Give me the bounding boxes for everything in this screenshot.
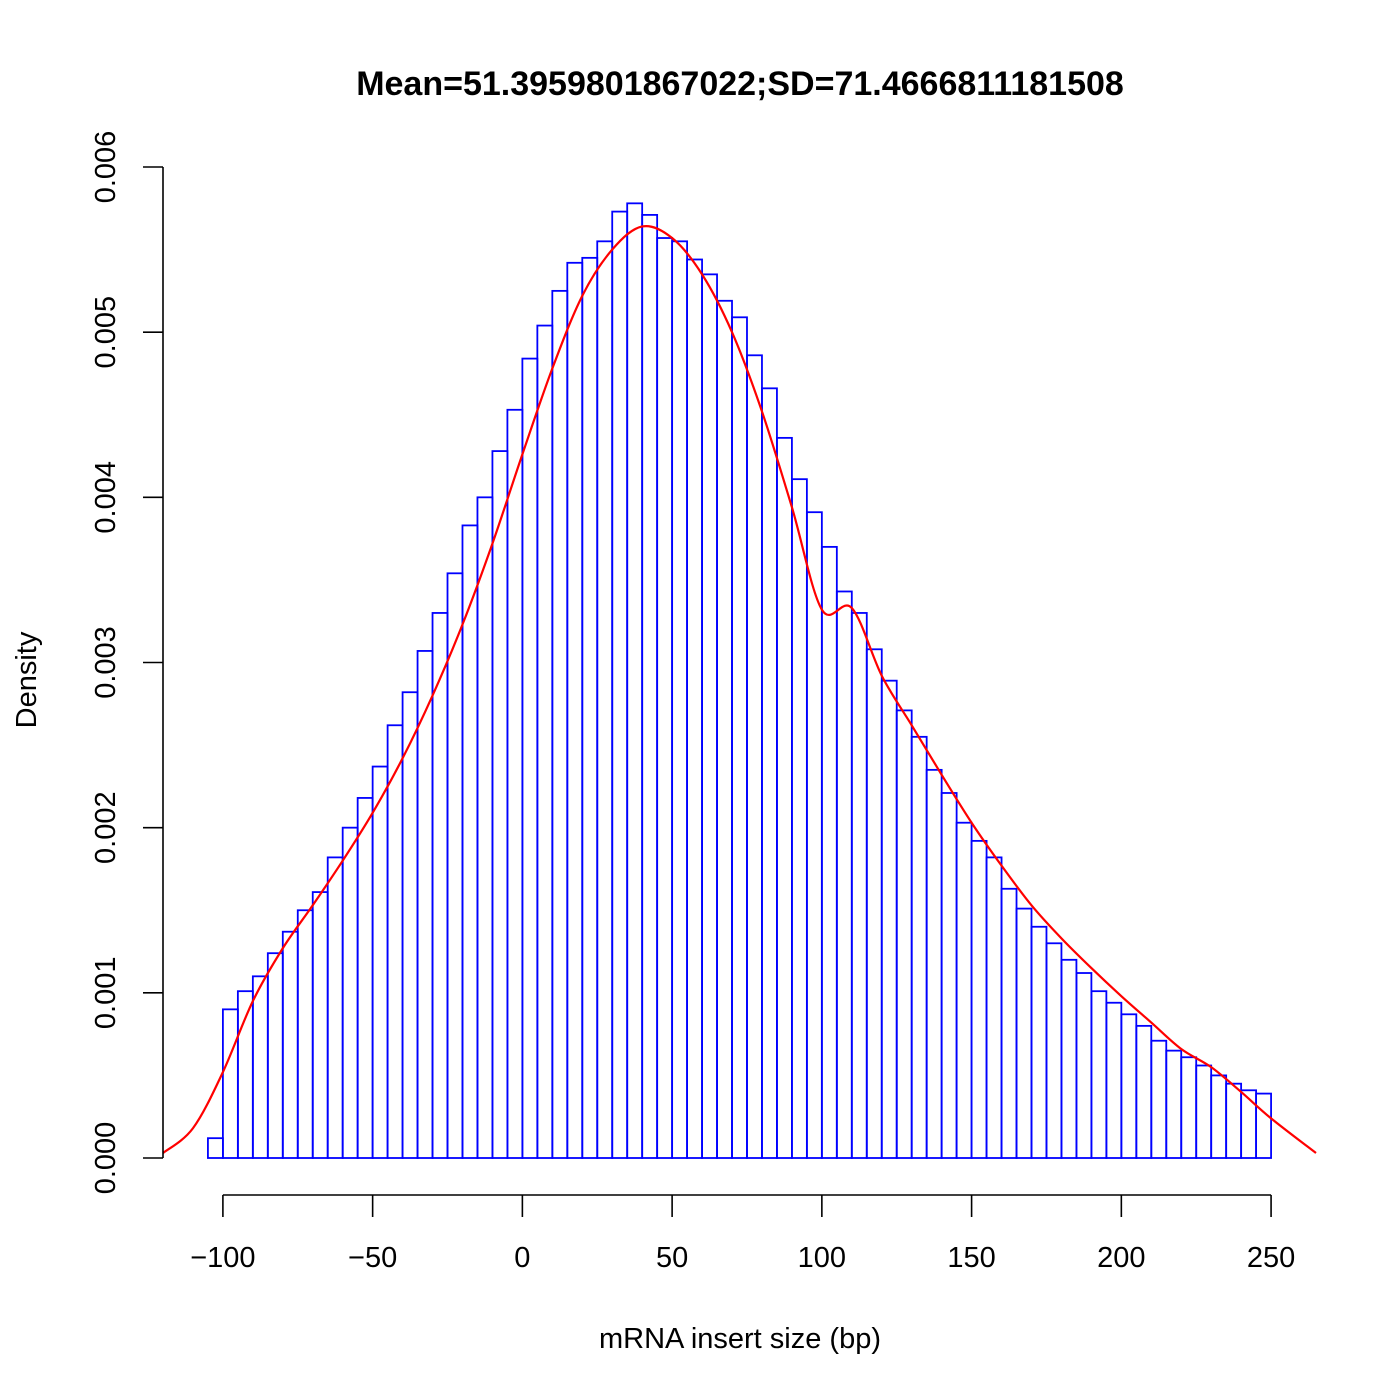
histogram-bar	[955, 821, 973, 1159]
histogram-bar	[491, 450, 509, 1159]
histogram-bar	[1030, 925, 1048, 1159]
x-axis: −100 −50 0 50 100 150 200 250	[190, 1194, 1295, 1274]
histogram-bar	[386, 724, 404, 1159]
histogram-bar	[1225, 1082, 1243, 1159]
histogram-bar	[910, 735, 928, 1159]
y-tick-label: 0.005	[90, 296, 122, 369]
x-tick-label: 200	[1097, 1242, 1145, 1274]
histogram-bar	[850, 612, 868, 1159]
histogram-bar	[1210, 1074, 1228, 1159]
y-axis: 0.000 0.001 0.002 0.003 0.004 0.005 0.006	[90, 131, 164, 1195]
histogram-bar	[1075, 972, 1093, 1159]
x-axis-label: mRNA insert size (bp)	[599, 1323, 881, 1355]
x-tick-label: 50	[656, 1242, 688, 1274]
histogram-bar	[326, 856, 344, 1159]
y-tick-label: 0.002	[90, 791, 122, 864]
y-tick-label: 0.000	[90, 1122, 122, 1195]
histogram-bar	[1240, 1089, 1258, 1159]
y-axis-label: Density	[11, 631, 43, 728]
histogram-bar	[506, 408, 524, 1159]
histogram-bar	[985, 856, 1003, 1159]
histogram-bar	[596, 240, 614, 1159]
histogram-bar	[970, 839, 988, 1159]
histogram-bar	[1000, 887, 1018, 1159]
x-tick-label: 0	[514, 1242, 530, 1274]
histogram-bar	[1165, 1049, 1183, 1159]
histogram-bar	[611, 210, 629, 1159]
histogram-bar	[940, 792, 958, 1159]
histogram-bar	[1195, 1064, 1213, 1159]
histogram-bar	[251, 975, 269, 1159]
histogram-bar	[221, 1008, 239, 1159]
histogram-bar	[805, 511, 823, 1159]
histogram-bar	[1150, 1039, 1168, 1159]
histogram-bar	[341, 826, 359, 1159]
histogram-bar	[880, 679, 898, 1159]
histogram-bar	[296, 909, 314, 1159]
histogram-bar	[656, 237, 674, 1159]
histogram-bar	[820, 545, 838, 1159]
histogram-bar	[521, 357, 539, 1159]
x-tick-label: 150	[947, 1242, 995, 1274]
histogram-bar	[1135, 1024, 1153, 1159]
y-tick-label: 0.003	[90, 626, 122, 699]
histogram-bar	[641, 213, 659, 1159]
histogram-bar	[1060, 958, 1078, 1159]
histogram-bar	[716, 299, 733, 1159]
y-tick-label: 0.001	[90, 957, 122, 1030]
histogram-bar	[925, 768, 943, 1159]
histogram-bar	[356, 797, 374, 1159]
histogram-bar	[266, 952, 284, 1159]
histogram-bar	[207, 1137, 224, 1159]
histogram-bar	[1180, 1056, 1198, 1159]
histogram-bar	[281, 930, 299, 1159]
y-tick-label: 0.006	[90, 131, 122, 204]
histogram-bar	[581, 256, 599, 1159]
histogram-bars	[207, 202, 1272, 1159]
histogram-bar	[566, 261, 584, 1159]
chart-title: Mean=51.3959801867022;SD=71.466681118150…	[356, 65, 1124, 103]
histogram-bar	[761, 387, 778, 1159]
histogram-bar	[446, 572, 464, 1159]
y-tick-label: 0.004	[90, 461, 122, 534]
histogram-bar	[1090, 990, 1108, 1159]
histogram-bar	[686, 258, 703, 1159]
histogram-bar	[791, 478, 808, 1159]
x-tick-label: −100	[190, 1242, 255, 1274]
histogram-bar	[476, 496, 494, 1159]
histogram-bar	[1120, 1013, 1138, 1159]
histogram-bar	[536, 324, 554, 1159]
histogram-bar	[1255, 1092, 1272, 1159]
density-curve	[162, 224, 1317, 1154]
histogram-bar	[371, 765, 389, 1159]
histogram-bar	[895, 709, 913, 1159]
histogram-bar	[776, 436, 793, 1159]
x-tick-label: −50	[348, 1242, 397, 1274]
histogram-bar	[551, 289, 569, 1159]
histogram-bar	[1015, 907, 1033, 1159]
histogram-bar	[865, 648, 883, 1159]
histogram-bar	[746, 354, 763, 1159]
histogram-bar	[731, 316, 748, 1159]
histogram-bar	[1105, 1001, 1123, 1159]
histogram-bar	[311, 891, 329, 1159]
histogram-bar	[626, 202, 644, 1159]
x-tick-label: 250	[1247, 1242, 1295, 1274]
histogram-bar	[701, 273, 718, 1159]
histogram-bar	[835, 590, 853, 1159]
histogram-bar	[671, 240, 688, 1159]
density-curve-layer	[162, 224, 1317, 1154]
histogram-bar	[1045, 942, 1063, 1159]
histogram-bar	[416, 650, 434, 1159]
histogram-bar	[431, 612, 449, 1159]
histogram-bar	[401, 691, 419, 1159]
x-tick-label: 100	[798, 1242, 846, 1274]
